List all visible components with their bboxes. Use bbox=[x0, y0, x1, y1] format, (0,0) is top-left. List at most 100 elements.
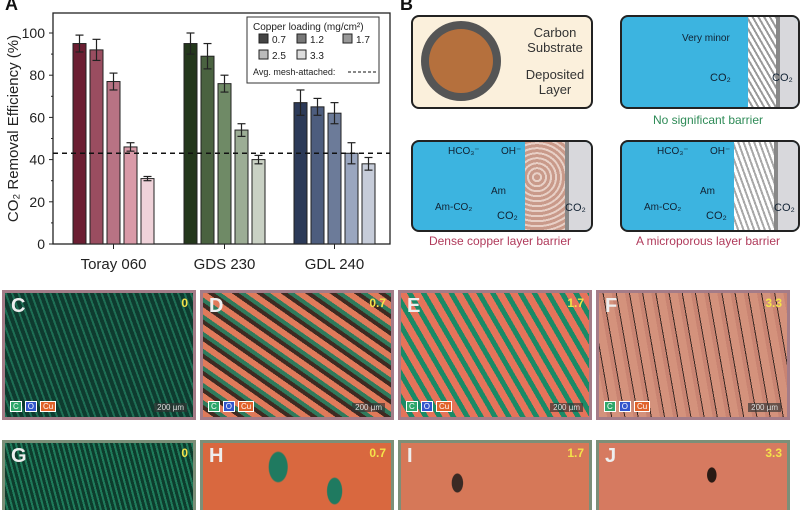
copper-loading-label: 0 bbox=[181, 296, 188, 310]
legend-title: Copper loading (mg/cm²) bbox=[253, 22, 364, 33]
bar bbox=[89, 49, 104, 245]
element-legend-o: O bbox=[222, 401, 236, 412]
gas-side bbox=[565, 142, 591, 230]
element-legend: C O Cu bbox=[406, 401, 453, 412]
copper-loading-label: 3.3 bbox=[765, 296, 782, 310]
microporous-barrier-diagram: HCO₃⁻ OH⁻ Am Am-CO₂ CO₂ CO₂ bbox=[620, 140, 800, 232]
y-tick-label: 20 bbox=[29, 194, 45, 210]
bar bbox=[183, 43, 198, 245]
y-tick-label: 80 bbox=[29, 67, 45, 83]
element-legend-o: O bbox=[618, 401, 632, 412]
legend-swatch bbox=[342, 33, 353, 44]
y-tick-label: 100 bbox=[22, 25, 46, 41]
panel-label-e: E bbox=[407, 295, 421, 317]
legend-entry: 1.2 bbox=[310, 35, 324, 46]
sem-image-i: I 1.7 bbox=[398, 440, 592, 510]
element-legend: C O Cu bbox=[604, 401, 651, 412]
scale-bar: 200 µm bbox=[550, 403, 583, 412]
copper-loading-label: 1.7 bbox=[567, 296, 584, 310]
panel-label-c: C bbox=[11, 295, 26, 317]
bar bbox=[234, 129, 249, 245]
co2-right: CO₂ bbox=[772, 72, 793, 84]
legend-swatch bbox=[258, 49, 269, 60]
bar bbox=[200, 55, 215, 245]
sem-image-c: C 0 C O Cu 200 µm bbox=[2, 290, 196, 420]
fiber-cross-section bbox=[421, 21, 501, 101]
element-legend-c: C bbox=[208, 401, 220, 412]
dense-barrier-diagram: HCO₃⁻ OH⁻ Am Am-CO₂ CO₂ CO₂ bbox=[411, 140, 593, 232]
x-tick-label: GDL 240 bbox=[305, 256, 364, 273]
sem-image-e: E 1.7 C O Cu 200 µm bbox=[398, 290, 592, 420]
element-legend-c: C bbox=[604, 401, 616, 412]
caption-microporous-barrier: A microporous layer barrier bbox=[635, 234, 781, 248]
am-label: Am bbox=[700, 186, 715, 197]
co2-right: CO₂ bbox=[565, 202, 586, 214]
porous-layer bbox=[748, 17, 776, 107]
dense-copper-layer bbox=[525, 142, 565, 230]
substrate-label: Carbon Substrate bbox=[527, 25, 583, 55]
co2-left: CO₂ bbox=[706, 210, 727, 222]
x-tick-label: Toray 060 bbox=[81, 256, 147, 273]
scale-bar: 200 µm bbox=[154, 403, 187, 412]
element-legend-cu: Cu bbox=[436, 401, 453, 412]
y-axis-label: CO₂ Removal Efficiency (%) bbox=[5, 35, 22, 222]
copper-loading-label: 0 bbox=[181, 446, 188, 460]
sem-image-d: D 0.7 C O Cu 200 µm bbox=[200, 290, 394, 420]
bar bbox=[140, 178, 155, 245]
hco3-label: HCO₃⁻ bbox=[448, 146, 480, 157]
am-label: Am bbox=[491, 186, 506, 197]
co2-right: CO₂ bbox=[774, 202, 795, 214]
panel-label-i: I bbox=[407, 445, 413, 467]
bar bbox=[72, 43, 87, 245]
bar bbox=[344, 152, 359, 245]
copper-loading-label: 0.7 bbox=[369, 296, 386, 310]
legend-entry: 2.5 bbox=[272, 51, 286, 62]
co2-left: CO₂ bbox=[710, 72, 731, 84]
legend-swatch bbox=[258, 33, 269, 44]
element-legend-cu: Cu bbox=[40, 401, 57, 412]
sem-image-j: J 3.3 bbox=[596, 440, 790, 510]
element-legend-c: C bbox=[406, 401, 418, 412]
panel-label-j: J bbox=[605, 445, 617, 467]
legend-swatch bbox=[296, 49, 307, 60]
bar bbox=[310, 106, 325, 245]
panel-label-f: F bbox=[605, 295, 618, 317]
panel-label-h: H bbox=[209, 445, 224, 467]
bar bbox=[123, 146, 138, 245]
legend-reference-label: Avg. mesh-attached: bbox=[253, 67, 335, 77]
caption-no-barrier: No significant barrier bbox=[652, 113, 764, 127]
copper-loading-label: 0.7 bbox=[369, 446, 386, 460]
am-co2-label: Am-CO₂ bbox=[435, 202, 473, 213]
element-legend-cu: Cu bbox=[238, 401, 255, 412]
copper-loading-label: 3.3 bbox=[765, 446, 782, 460]
element-legend-o: O bbox=[24, 401, 38, 412]
panel-label-a: A bbox=[5, 0, 18, 14]
bar bbox=[251, 159, 266, 245]
deposit-label: Deposited Layer bbox=[525, 67, 585, 97]
bar bbox=[327, 112, 342, 245]
legend-box bbox=[246, 16, 380, 84]
legend-entry: 3.3 bbox=[310, 51, 324, 62]
legend-entry: 0.7 bbox=[272, 35, 286, 46]
y-tick-label: 40 bbox=[29, 152, 45, 168]
caption-dense-barrier: Dense copper layer barrier bbox=[428, 234, 572, 248]
x-tick-label: GDS 230 bbox=[194, 256, 256, 273]
element-legend: C O Cu bbox=[10, 401, 57, 412]
element-legend-c: C bbox=[10, 401, 22, 412]
very-minor-label: Very minor bbox=[682, 33, 730, 44]
copper-loading-label: 1.7 bbox=[567, 446, 584, 460]
y-tick-label: 60 bbox=[29, 109, 45, 125]
element-legend-cu: Cu bbox=[634, 401, 651, 412]
element-legend: C O Cu bbox=[208, 401, 255, 412]
am-co2-label: Am-CO₂ bbox=[644, 202, 682, 213]
bar bbox=[293, 102, 308, 245]
no-barrier-diagram: Very minor CO₂ CO₂ bbox=[620, 15, 800, 109]
bar bbox=[106, 81, 121, 245]
bar bbox=[361, 163, 376, 245]
scale-bar: 200 µm bbox=[748, 403, 781, 412]
sem-image-h: H 0.7 bbox=[200, 440, 394, 510]
bar bbox=[217, 83, 232, 245]
